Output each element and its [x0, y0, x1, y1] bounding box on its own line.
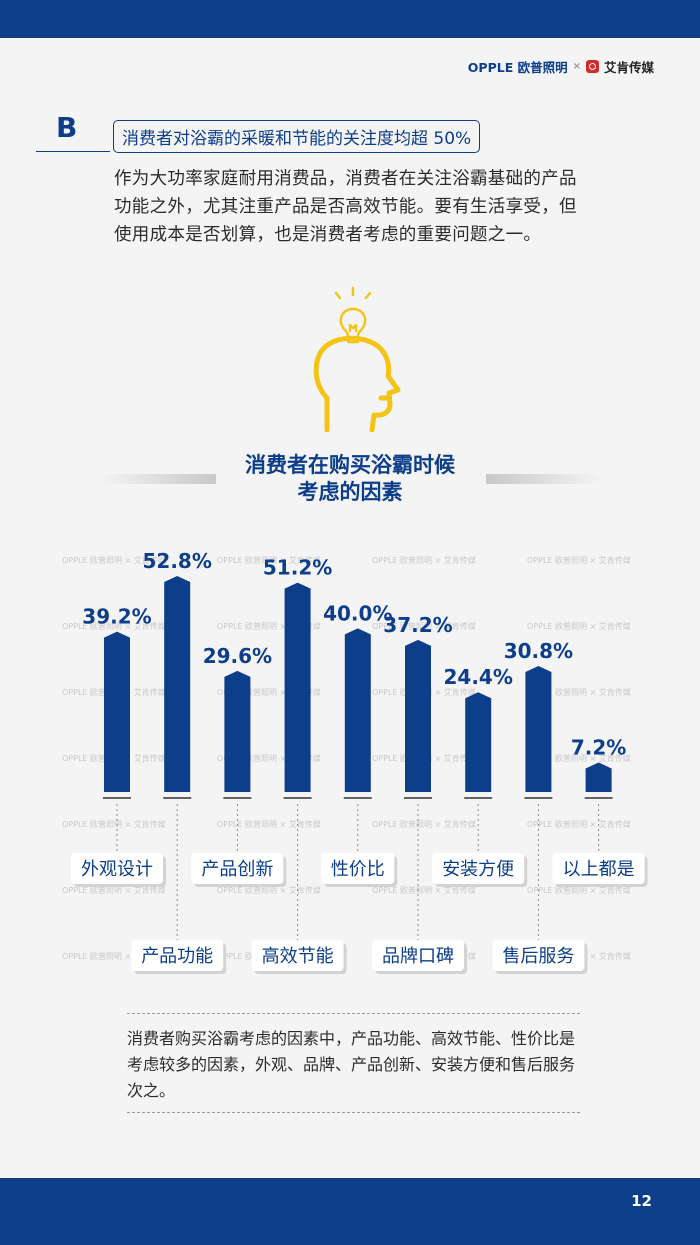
watermark-text: OPPLE 欧普照明 × 艾肯传媒 — [217, 556, 321, 565]
bar — [344, 628, 371, 792]
watermark-text: OPPLE 欧普照明 × 艾肯传媒 — [372, 820, 476, 829]
category-label-box — [432, 853, 525, 884]
category-label: 性价比 — [331, 859, 385, 880]
chart-title-line2: 考虑的因素 — [297, 480, 403, 504]
opple-logo: OPPLE 欧普照明 — [467, 60, 568, 75]
watermark-text: OPPLE 欧普照明 × 艾肯传媒 — [527, 622, 631, 631]
category-label-box — [71, 853, 163, 884]
category-label: 品牌口碑 — [382, 946, 454, 967]
aiken-logo-text: 艾肯传媒 — [603, 60, 654, 75]
category-label: 外观设计 — [81, 859, 153, 880]
watermark-text: OPPLE 欧普照明 × 艾肯传媒 — [217, 886, 321, 895]
section-letter: B — [56, 111, 78, 144]
chart-title: 消费者在购买浴霸时候 考虑的因素 — [0, 452, 700, 506]
brand-logos: OPPLE 欧普照明 × 艾肯传媒 — [468, 57, 654, 76]
bottom-banner: 12 — [0, 1178, 700, 1245]
category-label: 产品创新 — [201, 859, 273, 880]
section-title: 消费者对浴霸的采暖和节能的关注度均超 50% — [113, 120, 481, 153]
bar — [465, 692, 492, 792]
watermark-text: OPPLE 欧普照明 × 艾肯传媒 — [62, 886, 166, 895]
value-label: 40.0% — [323, 601, 392, 625]
bar — [104, 631, 130, 792]
watermark-text: OPPLE 欧普照明 × 艾肯传媒 — [217, 688, 321, 697]
bar — [224, 670, 251, 792]
watermark-text: OPPLE 欧普照明 × 艾肯传媒 — [62, 952, 166, 961]
watermark-text: OPPLE 欧普照明 × 艾肯传媒 — [217, 820, 321, 829]
category-label-box — [191, 853, 284, 884]
value-label: 7.2% — [571, 736, 626, 760]
value-label: 24.4% — [444, 665, 513, 689]
aiken-logo-icon — [585, 60, 599, 73]
page-number: 12 — [631, 1192, 652, 1210]
category-label: 以上都是 — [563, 859, 635, 880]
bar — [525, 666, 552, 792]
bar — [164, 576, 191, 792]
watermark-text: OPPLE 欧普照明 × 艾肯传媒 — [527, 820, 631, 829]
category-label-box — [552, 853, 645, 884]
bar — [405, 639, 431, 792]
category-label-box — [131, 940, 224, 971]
value-label: 37.2% — [383, 613, 452, 637]
category-label: 售后服务 — [502, 946, 574, 967]
head-lightbulb-icon — [313, 286, 401, 432]
category-label-box — [492, 940, 585, 971]
summary-box: 消费者购买浴霸考虑的因素中，产品功能、高效节能、性价比是考虑较多的因素，外观、品… — [127, 1013, 580, 1113]
value-label: 29.6% — [203, 644, 272, 668]
category-label-box — [321, 853, 395, 884]
watermark-text: OPPLE 欧普照明 × 艾肯传媒 — [62, 556, 166, 565]
category-label: 高效节能 — [262, 946, 334, 967]
category-label-box — [251, 940, 344, 971]
value-label: 30.8% — [504, 639, 573, 663]
value-label: 39.2% — [82, 605, 151, 629]
title-decoration-left — [100, 474, 216, 484]
watermark-text: OPPLE 欧普照明 × 艾肯传媒 — [527, 688, 631, 697]
watermark-text: OPPLE 欧普照明 × 艾肯传媒 — [217, 754, 321, 763]
watermark-text: OPPLE 欧普照明 × 艾肯传媒 — [62, 820, 166, 829]
category-label: 产品功能 — [141, 946, 213, 967]
bar — [284, 582, 311, 792]
section-underline — [36, 151, 110, 152]
watermark-text: OPPLE 欧普照明 × 艾肯传媒 — [372, 622, 476, 631]
title-decoration-right — [486, 474, 602, 484]
watermark-text: OPPLE 欧普照明 × 艾肯传媒 — [527, 886, 631, 895]
bar-chart: 39.2% 外观设计 52.8% 产品功能 29.6% 产品创新 51.2% 高效节能 40.0… — [71, 549, 648, 974]
watermark-text: OPPLE 欧普照明 × 艾肯传媒 — [372, 556, 476, 565]
watermark-text: OPPLE 欧普照明 × 艾肯传媒 — [527, 754, 631, 763]
top-banner — [0, 0, 700, 38]
watermark-text: OPPLE 欧普照明 × 艾肯传媒 — [217, 622, 321, 631]
summary-text: 消费者购买浴霸考虑的因素中，产品功能、高效节能、性价比是考虑较多的因素，外观、品… — [127, 1029, 576, 1100]
intro-paragraph: 作为大功率家庭耐用消费品，消费者在关注浴霸基础的产品功能之外，尤其注重产品是否高… — [114, 169, 577, 245]
watermark-text: OPPLE 欧普照明 × 艾肯传媒 — [527, 556, 631, 565]
category-label-box — [372, 940, 464, 971]
bar — [585, 762, 612, 792]
chart-title-line1: 消费者在购买浴霸时候 — [245, 453, 455, 477]
brand-separator: × — [572, 61, 581, 72]
watermark-text: OPPLE 欧普照明 × 艾肯传媒 — [372, 886, 476, 895]
watermark-text: OPPLE 欧普照明 × 艾肯传媒 — [62, 622, 166, 631]
category-label: 安装方便 — [442, 859, 514, 880]
value-label: 51.2% — [263, 556, 332, 580]
value-label: 52.8% — [143, 549, 212, 573]
